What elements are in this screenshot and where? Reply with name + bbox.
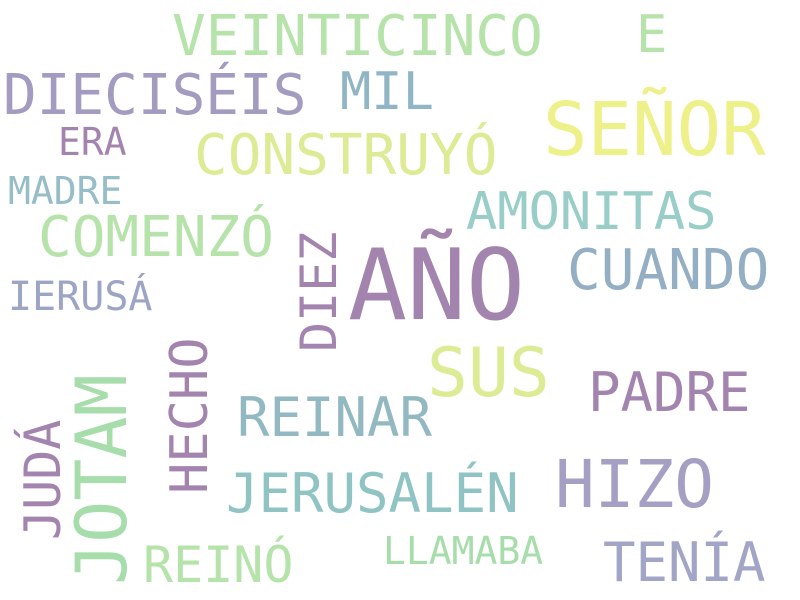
word-jotam: JOTAM <box>61 374 143 585</box>
word-cuando: CUANDO <box>567 238 770 303</box>
word-construyo: CONSTRUYÓ <box>194 123 498 188</box>
word-comenzo: COMENZÓ <box>38 205 275 270</box>
word-jerusalen: JERUSALÉN <box>226 462 519 525</box>
word-hizo: HIZO <box>555 446 714 523</box>
word-tenia: TENÍA <box>603 531 766 594</box>
word-veinticinco: VEINTICINCO <box>172 4 543 69</box>
word-reino: REINÓ <box>143 536 294 594</box>
word-juda: JUDÁ <box>14 419 72 540</box>
word-padre: PADRE <box>588 361 751 424</box>
word-era: ERA <box>58 120 127 164</box>
word-amonitas: AMONITAS <box>466 182 717 242</box>
word-ano: AÑO <box>348 229 526 343</box>
word-dieciseis: DIECISÉIS <box>3 63 307 128</box>
word-reinar: REINAR <box>237 386 433 449</box>
word-senor: SEÑOR <box>543 87 766 173</box>
word-ierusa: IERUSÁ <box>8 274 153 320</box>
word-llamaba: LLAMABA <box>383 529 544 573</box>
word-mil: MIL <box>340 62 434 122</box>
word-hecho: HECHO <box>160 337 220 494</box>
word-sus: SUS <box>427 334 550 413</box>
word-madre: MADRE <box>8 169 123 213</box>
word-diez: DIEZ <box>290 231 348 352</box>
word-e: E <box>636 5 668 65</box>
